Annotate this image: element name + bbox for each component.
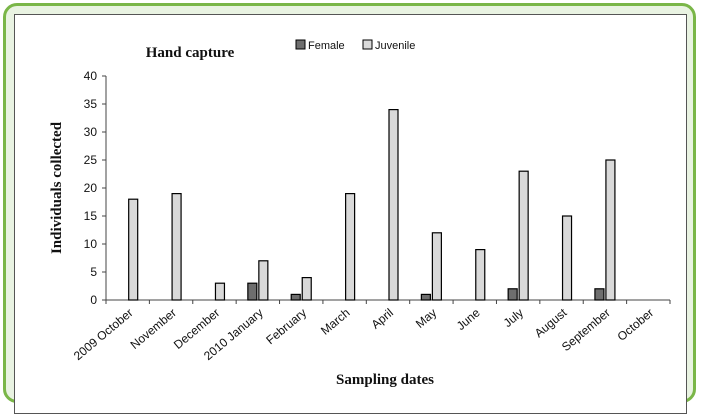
y-tick-label: 0 xyxy=(90,293,97,307)
bar-juvenile-1 xyxy=(171,193,182,301)
x-tick-label: August xyxy=(532,305,570,340)
legend: Female Juvenile xyxy=(295,39,415,52)
y-tick-labels: 0 5 10 15 20 25 30 35 40 xyxy=(84,69,98,307)
x-tick-label: March xyxy=(318,306,353,338)
bar-female-9 xyxy=(507,288,518,301)
y-axis-label: Individuals collected xyxy=(49,121,65,254)
x-tick-label: July xyxy=(501,306,526,330)
x-tick-label: February xyxy=(263,306,309,348)
x-tick-label: October xyxy=(615,306,657,344)
legend-swatch-juvenile xyxy=(362,39,373,50)
y-tick-label: 10 xyxy=(84,237,98,251)
x-tick-label: April xyxy=(369,306,396,332)
chart-title: Hand capture xyxy=(146,45,235,61)
x-tick-label: 2009 October xyxy=(71,306,136,363)
bar-juvenile-11 xyxy=(605,159,616,301)
bar-juvenile-4 xyxy=(301,277,312,301)
legend-swatch-female xyxy=(295,39,306,50)
bar-juvenile-8 xyxy=(475,249,486,301)
x-tick-label: September xyxy=(559,306,613,354)
y-tick-label: 20 xyxy=(84,181,98,195)
bar-juvenile-6 xyxy=(388,108,399,301)
x-axis-label: Sampling dates xyxy=(336,372,434,388)
y-tick-label: 35 xyxy=(84,97,98,111)
bar-juvenile-10 xyxy=(561,215,573,301)
y-tick-label: 30 xyxy=(84,125,98,139)
axes xyxy=(102,75,671,304)
bars xyxy=(128,108,616,301)
bar-juvenile-0 xyxy=(128,198,139,301)
bar-juvenile-9 xyxy=(518,170,529,301)
bar-female-11 xyxy=(594,288,605,301)
bar-juvenile-3 xyxy=(258,260,269,301)
y-tick-label: 15 xyxy=(84,209,98,223)
legend-label-female: Female xyxy=(308,40,345,52)
y-tick-label: 40 xyxy=(84,69,98,83)
bar-juvenile-2 xyxy=(214,282,226,301)
x-tick-label: November xyxy=(128,306,179,352)
bar-juvenile-5 xyxy=(345,193,356,301)
x-tick-label: June xyxy=(454,305,483,333)
bar-female-4 xyxy=(290,293,301,301)
bar-female-7 xyxy=(420,293,431,301)
chart: Hand capture Female Juvenile Individuals… xyxy=(49,39,671,388)
y-tick-label: 5 xyxy=(90,265,97,279)
x-tick-label: May xyxy=(413,306,439,331)
y-tick-label: 25 xyxy=(84,153,98,167)
legend-label-juvenile: Juvenile xyxy=(375,40,415,52)
bar-female-3 xyxy=(247,282,258,301)
bar-juvenile-7 xyxy=(431,232,442,301)
